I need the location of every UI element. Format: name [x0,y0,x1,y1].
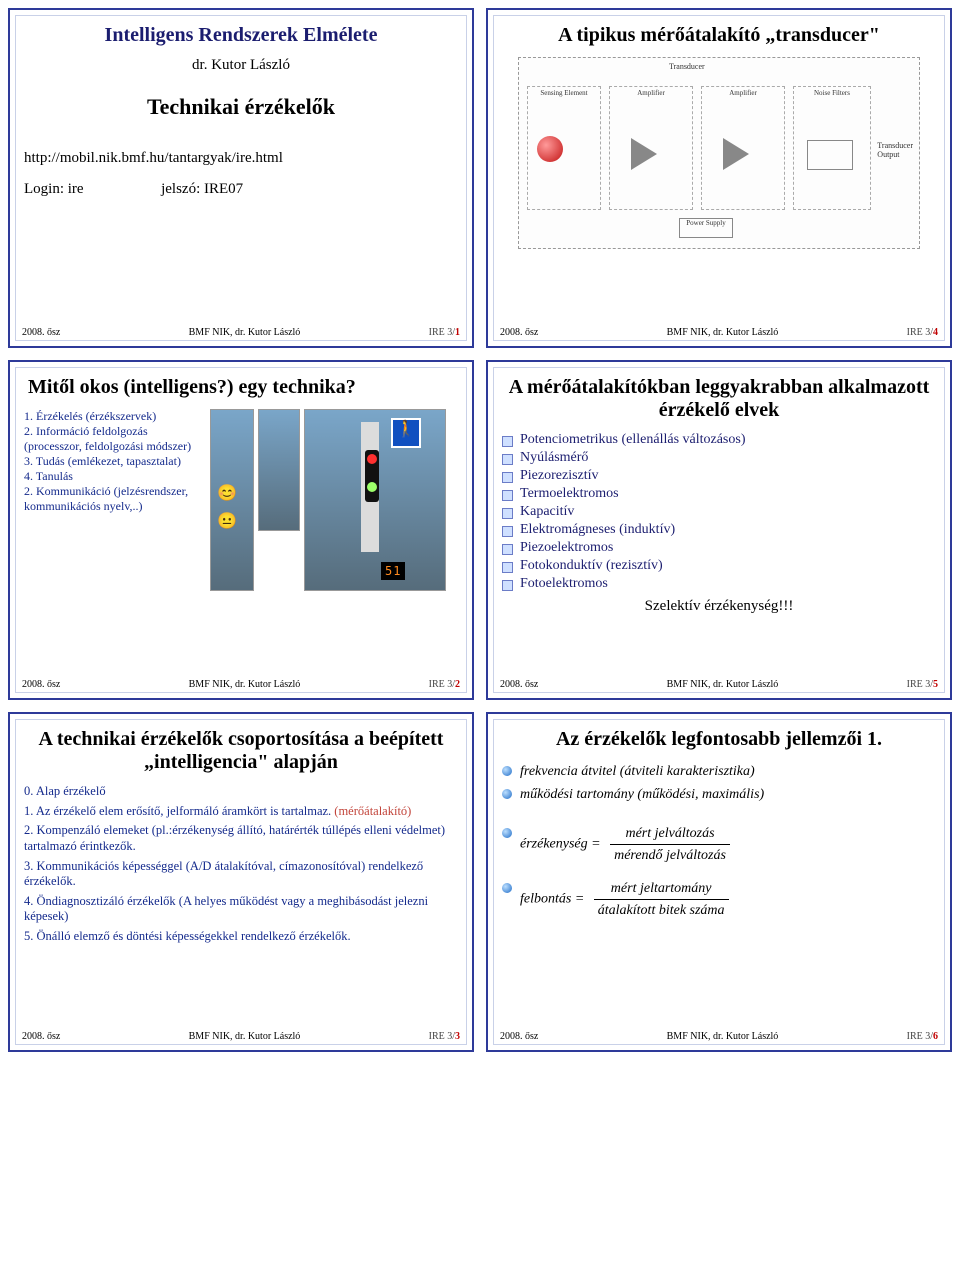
pedestrian-sign-icon [391,418,421,448]
slide-6: Az érzékelők legfontosabb jellemzői 1. f… [486,712,952,1052]
slide5-tail: Szelektív érzékenység!!! [502,598,936,615]
s2-item-2: 2. Információ feldolgozás (processzor, f… [24,424,204,454]
s3-item-3: 3. Kommunikációs képességgel (A/D átalak… [24,859,458,890]
s6-line1: frekvencia átvitel (átviteli karakterisz… [502,761,936,782]
amp-triangle-1 [631,138,657,170]
login-label: Login: ire [24,181,84,197]
slide-5: A mérőátalakítókban leggyakrabban alkalm… [486,360,952,700]
s2-item-3: 3. Tudás (emlékezet, tapasztalat) [24,454,204,469]
s6-sens: érzékenység = mért jelváltozás mérendő j… [502,823,936,866]
s3-item-2: 2. Kompenzáló elemeket (pl.:érzékenység … [24,823,458,854]
slide-grid: Intelligens Rendszerek Elmélete dr. Kuto… [8,8,952,1052]
slide5-list: Potenciometrikus (ellenállás változásos)… [502,432,936,592]
slide-2: Mitől okos (intelligens?) egy technika? … [8,360,474,700]
res-fraction: mért jeltartomány átalakított bitek szám… [594,878,729,921]
output-label: Transducer Output [877,142,913,160]
sens-fraction: mért jelváltozás mérendő jelváltozás [610,823,730,866]
slide2-list: 1. Érzékelés (érzékszervek) 2. Informáci… [24,409,204,591]
s3-item-0: 0. Alap érzékelő [24,784,458,800]
noise-filter-box [807,140,853,170]
slide1-title: Intelligens Rendszerek Elmélete [24,24,458,47]
s6-res: felbontás = mért jeltartomány átalakítot… [502,878,936,921]
pw-label: jelszó: IRE07 [161,181,243,197]
s5-item-4: Termoelektromos [502,486,936,502]
s2-item-4: 4. Tanulás [24,469,204,484]
s3-item-5: 5. Önálló elemző és döntési képességekke… [24,929,458,945]
s5-item-5: Kapacitív [502,504,936,520]
s5-item-8: Fotokonduktív (rezisztív) [502,558,936,574]
slide2-footer: 2008. ősz BMF NIK, dr. Kutor László IRE … [22,679,460,690]
slide3-footer: 2008. ősz BMF NIK, dr. Kutor László IRE … [22,1031,460,1042]
footer-left: 2008. ősz [22,327,60,338]
diagram-top-label: Transducer [669,62,705,71]
slide3-list: 0. Alap érzékelő 1. Az érzékelő elem erő… [24,784,458,945]
footer-page: IRE 3/1 [429,327,460,338]
slide1-author: dr. Kutor László [24,57,458,74]
s5-item-3: Piezorezisztív [502,468,936,484]
slide2-images [210,409,458,591]
footer-mid: BMF NIK, dr. Kutor László [189,327,301,338]
slide-1: Intelligens Rendszerek Elmélete dr. Kuto… [8,8,474,348]
transducer-diagram: Transducer Sensing Element Amplifier Amp… [518,57,920,249]
slide1-login: Login: ire jelszó: IRE07 [24,181,458,198]
slide4-footer: 2008. ősz BMF NIK, dr. Kutor László IRE … [500,327,938,338]
slide6-title: Az érzékelők legfontosabb jellemzői 1. [502,728,936,751]
slide1-url: http://mobil.nik.bmf.hu/tantargyak/ire.h… [24,150,458,167]
s5-item-2: Nyúlásmérő [502,450,936,466]
slide1-heading: Technikai érzékelők [24,94,458,120]
power-supply-box: Power Supply [679,218,733,238]
slide-4: A tipikus mérőátalakító „transducer" Tra… [486,8,952,348]
photo-traffic [304,409,446,591]
slide-3: A technikai érzékelők csoportosítása a b… [8,712,474,1052]
amp-triangle-2 [723,138,749,170]
photo-side [258,409,300,531]
s5-item-9: Fotoelektromos [502,576,936,592]
s2-item-1: 1. Érzékelés (érzékszervek) [24,409,204,424]
slide5-title: A mérőátalakítókban leggyakrabban alkalm… [502,376,936,422]
slide3-title: A technikai érzékelők csoportosítása a b… [24,728,458,774]
slide2-body: 1. Érzékelés (érzékszervek) 2. Informáci… [24,409,458,591]
slide1-footer: 2008. ősz BMF NIK, dr. Kutor László IRE … [22,327,460,338]
s6-line2: működési tartomány (működési, maximális) [502,784,936,805]
s3-item-4: 4. Öndiagnosztizáló érzékelők (A helyes … [24,894,458,925]
slide2-title: Mitől okos (intelligens?) egy technika? [28,376,458,399]
s2-item-5: 2. Kommunikáció (jelzésrendszer, kommuni… [24,484,204,514]
s5-item-1: Potenciometrikus (ellenállás változásos) [502,432,936,448]
slide5-footer: 2008. ősz BMF NIK, dr. Kutor László IRE … [500,679,938,690]
traffic-light-icon [365,450,379,502]
photo-smiley-light [210,409,254,591]
s5-item-7: Piezoelektromos [502,540,936,556]
slide6-footer: 2008. ősz BMF NIK, dr. Kutor László IRE … [500,1031,938,1042]
s3-item-1: 1. Az érzékelő elem erősítő, jelformáló … [24,804,458,820]
slide4-title: A tipikus mérőátalakító „transducer" [502,24,936,47]
s5-item-6: Elektromágneses (induktív) [502,522,936,538]
slide6-list: frekvencia átvitel (átviteli karakterisz… [502,761,936,921]
sensor-icon [537,136,563,162]
